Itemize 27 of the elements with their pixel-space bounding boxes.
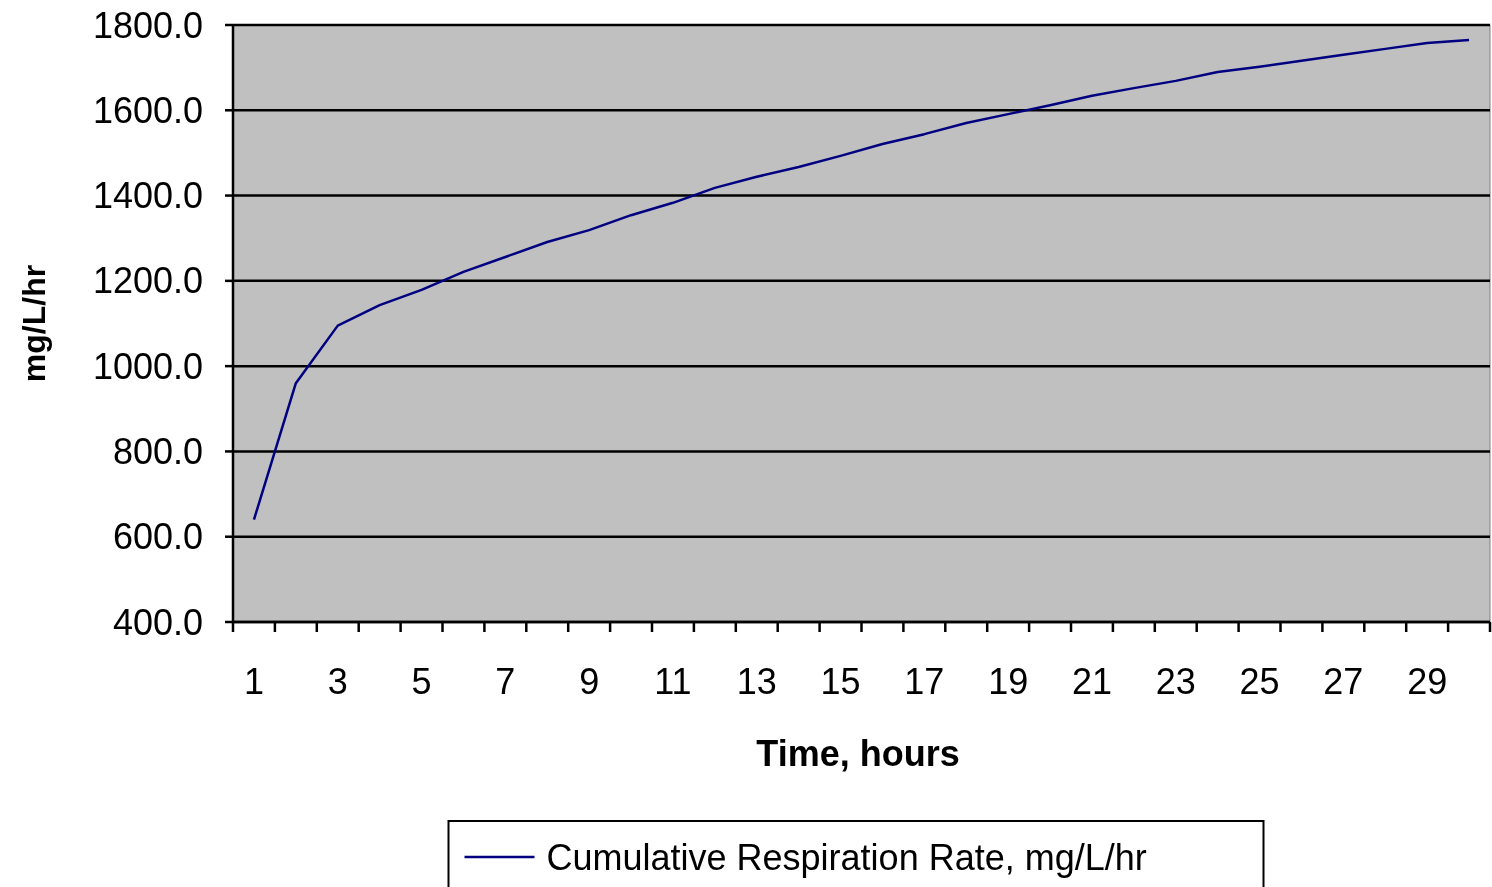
x-axis-title: Time, hours — [756, 733, 960, 774]
y-tick-label: 400.0 — [112, 601, 203, 643]
x-tick-label: 19 — [988, 661, 1029, 702]
x-tick-label: 27 — [1323, 661, 1364, 702]
x-tick-label: 21 — [1071, 661, 1112, 702]
x-tick-label: 23 — [1155, 661, 1196, 702]
x-tick-label: 5 — [411, 661, 432, 702]
line-series — [252, 38, 1471, 521]
y-axis-title: mg/L/hr — [16, 264, 52, 383]
y-tick-label: 1800.0 — [92, 4, 203, 46]
y-tick-label: 1200.0 — [92, 260, 203, 302]
x-tick-label: 11 — [654, 661, 692, 702]
x-tick-label: 1 — [243, 661, 264, 702]
y-tick-label: 1600.0 — [92, 89, 203, 131]
x-tick-label: 3 — [327, 661, 348, 702]
x-tick-label: 17 — [904, 661, 945, 702]
x-tick-label: 7 — [495, 661, 516, 702]
legend-label: Cumulative Respiration Rate, mg/L/hr — [546, 836, 1147, 878]
x-tick-label: 29 — [1407, 661, 1448, 702]
y-tick-label: 1000.0 — [92, 345, 203, 387]
y-tick-label: 600.0 — [112, 516, 203, 558]
x-tick-label: 15 — [820, 661, 861, 702]
y-tick-label: 1400.0 — [92, 175, 203, 217]
x-tick-label: 13 — [736, 661, 777, 702]
x-tick-label: 9 — [579, 661, 600, 702]
y-tick-label: 800.0 — [112, 431, 203, 473]
x-tick-label: 25 — [1239, 661, 1280, 702]
